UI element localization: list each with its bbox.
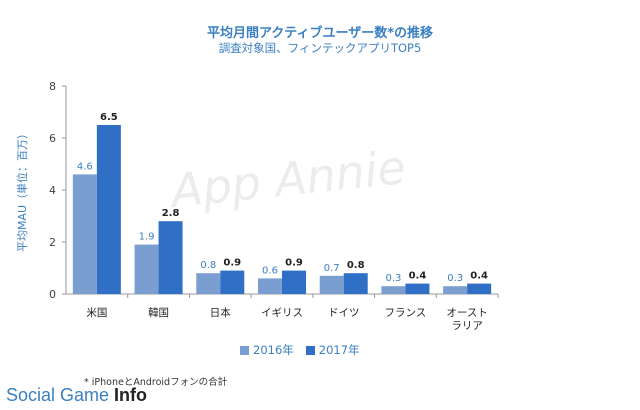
data-label: 0.6 (262, 265, 278, 276)
x-tick-label: ラリア (451, 320, 483, 332)
data-label: 0.9 (285, 258, 303, 269)
bar (220, 270, 245, 294)
y-tick-label: 6 (49, 132, 56, 145)
data-label: 0.3 (385, 273, 401, 284)
data-label: 0.8 (347, 260, 365, 271)
bar (343, 273, 368, 294)
brand-logo: Social Game Info (6, 385, 147, 406)
data-label: 4.6 (77, 161, 93, 172)
data-label: 2.8 (162, 208, 180, 219)
brand-part1: Social Game (6, 385, 115, 405)
x-tick-label: イギリス (261, 307, 303, 319)
chart-subtitle: 調査対象国、フィンテックアプリTOP5 (218, 41, 422, 55)
bar (158, 221, 183, 294)
bar (282, 270, 306, 294)
bar (319, 275, 344, 294)
bar (467, 283, 492, 294)
bar (134, 244, 159, 294)
x-tick-label: 日本 (210, 306, 231, 319)
watermark: App Annie (165, 140, 408, 219)
data-label: 0.9 (223, 258, 241, 269)
x-tick-label: オースト (446, 307, 487, 319)
x-tick-label: ドイツ (328, 307, 360, 319)
x-tick-label: フランス (385, 307, 427, 319)
legend-swatch-2016 (240, 345, 249, 355)
data-label: 0.8 (200, 260, 216, 271)
y-tick-label: 2 (49, 236, 56, 249)
x-tick-label: 韓国 (148, 307, 169, 319)
legend-item-2017: 2017年 (305, 342, 360, 358)
legend-label-2017: 2017年 (318, 343, 360, 357)
footnote: * iPhoneとAndroidフォンの合計 (84, 377, 228, 388)
legend-label-2016: 2016年 (253, 343, 294, 357)
data-label: 6.5 (100, 112, 118, 123)
y-tick-label: 4 (49, 184, 56, 197)
bar (405, 283, 430, 294)
brand-part2: Info (114, 385, 148, 405)
bar (258, 278, 282, 294)
chart-title: 平均月間アクティブユーザー数*の推移 (206, 26, 434, 41)
bar (443, 286, 468, 294)
legend-swatch-2017 (305, 345, 315, 355)
legend: 2016年 2017年 (240, 342, 360, 358)
y-tick-label: 0 (49, 288, 56, 301)
data-label: 0.4 (470, 271, 488, 282)
data-label: 0.4 (409, 271, 427, 282)
data-label: 1.9 (139, 232, 155, 243)
bar (196, 273, 221, 294)
bar (381, 286, 406, 294)
legend-item-2016: 2016年 (240, 342, 294, 358)
data-label: 0.3 (447, 273, 463, 284)
x-tick-label: 米国 (86, 306, 107, 319)
data-label: 0.7 (324, 263, 340, 274)
y-tick-label: 8 (49, 80, 56, 93)
bar (96, 125, 121, 294)
bar (72, 174, 97, 294)
